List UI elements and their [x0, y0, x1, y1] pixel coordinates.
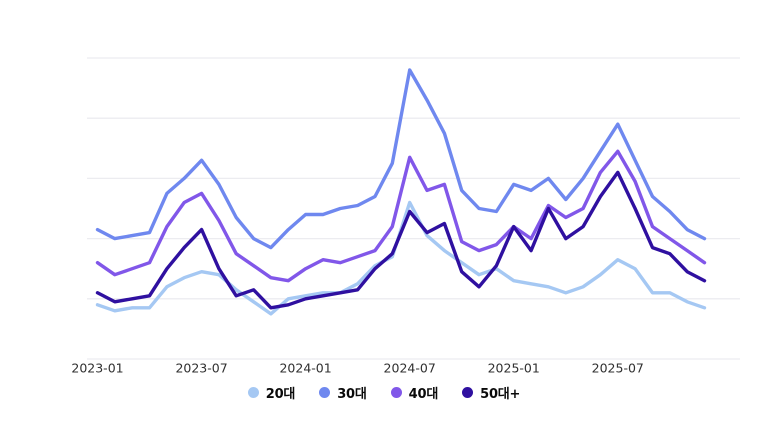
legend-label: 50대+ [480, 387, 521, 402]
legend-item-2[interactable]: 30대 [319, 383, 367, 402]
legend-item-4[interactable]: 50대+ [462, 383, 520, 402]
line-series-4 [95, 170, 707, 310]
x-tick-label: 2025-01 [488, 361, 540, 376]
legend-dot-icon [462, 387, 474, 398]
legend-dot-icon [390, 387, 402, 398]
legend-dot-icon [247, 387, 259, 398]
legend-label: 20대 [265, 387, 296, 402]
x-tick-label: 2023-07 [175, 361, 227, 376]
legend-item-1[interactable]: 20대 [247, 383, 296, 402]
line-series-3 [95, 149, 707, 283]
line-series-2 [95, 68, 707, 250]
x-tick-label: 2024-07 [384, 361, 436, 376]
x-tick-label: 2025-07 [592, 361, 644, 376]
x-tick-label: 2024-01 [279, 361, 331, 376]
legend-dot-icon [319, 387, 331, 398]
chart-legend: 20대 30대 40대 50대+ [0, 383, 768, 402]
line-series-1 [95, 200, 707, 316]
legend-label: 30대 [337, 387, 367, 402]
legend-item-3[interactable]: 40대 [390, 383, 439, 402]
x-tick-label: 2023-01 [71, 361, 123, 376]
legend-label: 40대 [408, 387, 439, 402]
